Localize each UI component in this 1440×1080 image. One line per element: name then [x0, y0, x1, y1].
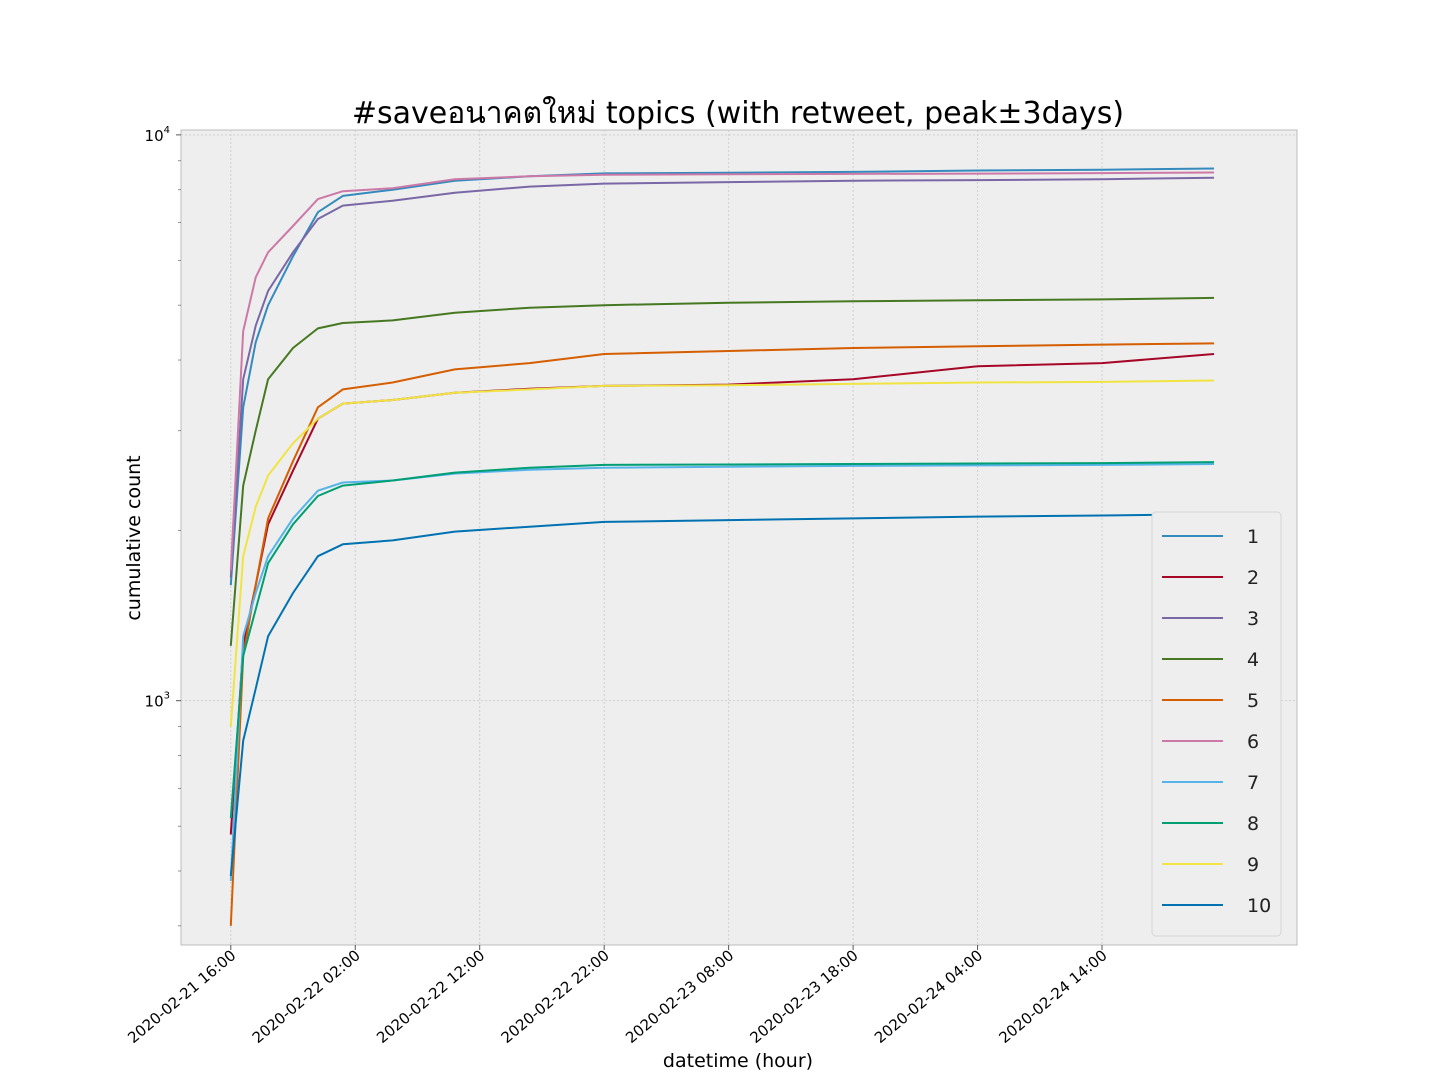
y-tick-label: 103	[145, 691, 170, 711]
legend-box	[1151, 511, 1282, 937]
legend-label: 2	[1247, 567, 1259, 589]
x-tick-label: 2020-02-24 04:00	[871, 946, 986, 1047]
legend: 1 2 3 4 5 6 7 8 9 10	[1151, 511, 1282, 937]
chart-title: #saveอนาคตใหม่ topics (with retweet, pea…	[352, 96, 1124, 131]
y-axis-label: cumulative count	[123, 455, 145, 620]
x-tick-label: 2020-02-22 22:00	[498, 946, 613, 1047]
series-line-1	[229, 167, 1215, 586]
series-line-3	[229, 176, 1215, 578]
series-line-5	[229, 342, 1215, 926]
legend-label: 6	[1247, 731, 1259, 753]
x-tick-label: 2020-02-22 02:00	[249, 946, 364, 1047]
x-axis-label: datetime (hour)	[663, 1050, 813, 1072]
legend-label: 9	[1247, 854, 1259, 876]
x-tick-label: 2020-02-21 16:00	[124, 946, 239, 1047]
legend-label: 10	[1247, 895, 1271, 917]
legend-label: 8	[1247, 813, 1259, 835]
y-tick-exponent: 4	[164, 125, 170, 136]
legend-label: 7	[1247, 772, 1259, 794]
y-tick-base: 10	[145, 127, 164, 145]
y-tick-base: 10	[145, 693, 164, 711]
legend-label: 3	[1247, 608, 1259, 630]
series-line-9	[229, 379, 1215, 727]
series-lines	[229, 167, 1215, 926]
series-line-4	[229, 296, 1215, 646]
plot-area	[180, 129, 1298, 946]
y-tick-exponent: 3	[164, 691, 170, 702]
x-tick-label: 2020-02-23 08:00	[622, 946, 737, 1047]
series-line-6	[229, 171, 1215, 571]
x-tick-label: 2020-02-23 18:00	[747, 946, 862, 1047]
series-line-8	[229, 461, 1215, 819]
legend-label: 4	[1247, 649, 1259, 671]
legend-label: 5	[1247, 690, 1259, 712]
y-tick-label: 104	[145, 125, 170, 145]
legend-label: 1	[1247, 526, 1259, 548]
x-axis-ticks: 2020-02-21 16:00 2020-02-22 02:00 2020-02-…	[124, 945, 1111, 1047]
grid	[181, 130, 1297, 945]
x-tick-label: 2020-02-24 14:00	[995, 946, 1110, 1047]
series-line-10	[229, 513, 1215, 877]
x-tick-label: 2020-02-22 12:00	[373, 946, 488, 1047]
